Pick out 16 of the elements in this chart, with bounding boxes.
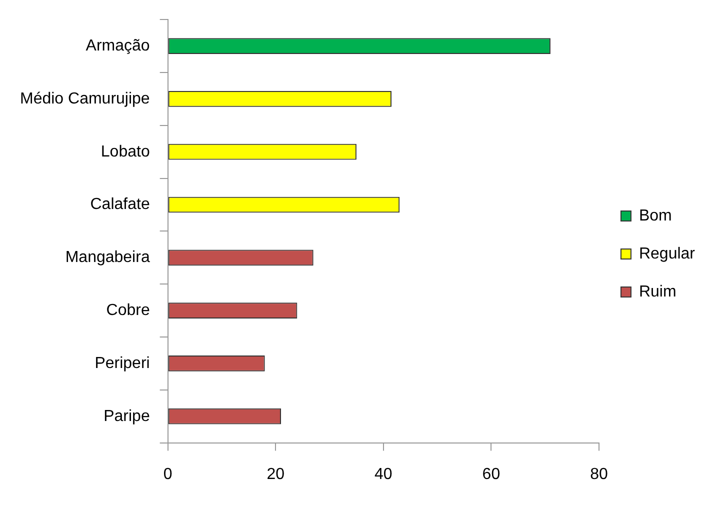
y-tick-label: Lobato [100, 143, 150, 160]
y-tick-label: Armação [86, 37, 150, 54]
y-tick-label: Periperi [94, 354, 150, 372]
x-tick-label: 0 [163, 466, 172, 483]
legend-label: Ruim [638, 283, 676, 300]
legend-label: Bom [638, 207, 672, 224]
y-tick-label: Calafate [90, 196, 150, 214]
y-tick-label: Mangabeira [65, 249, 150, 266]
x-tick-label: 40 [374, 466, 392, 483]
y-tick-label: Cobre [106, 302, 150, 319]
y-tick-label: Paripe [104, 408, 150, 425]
legend-label: Regular [638, 245, 696, 262]
y-tick-label: Médio Camurujipe [20, 90, 150, 108]
x-tick-label: 60 [482, 466, 500, 483]
x-tick-label: 80 [590, 466, 608, 483]
x-tick-label: 20 [266, 466, 285, 483]
